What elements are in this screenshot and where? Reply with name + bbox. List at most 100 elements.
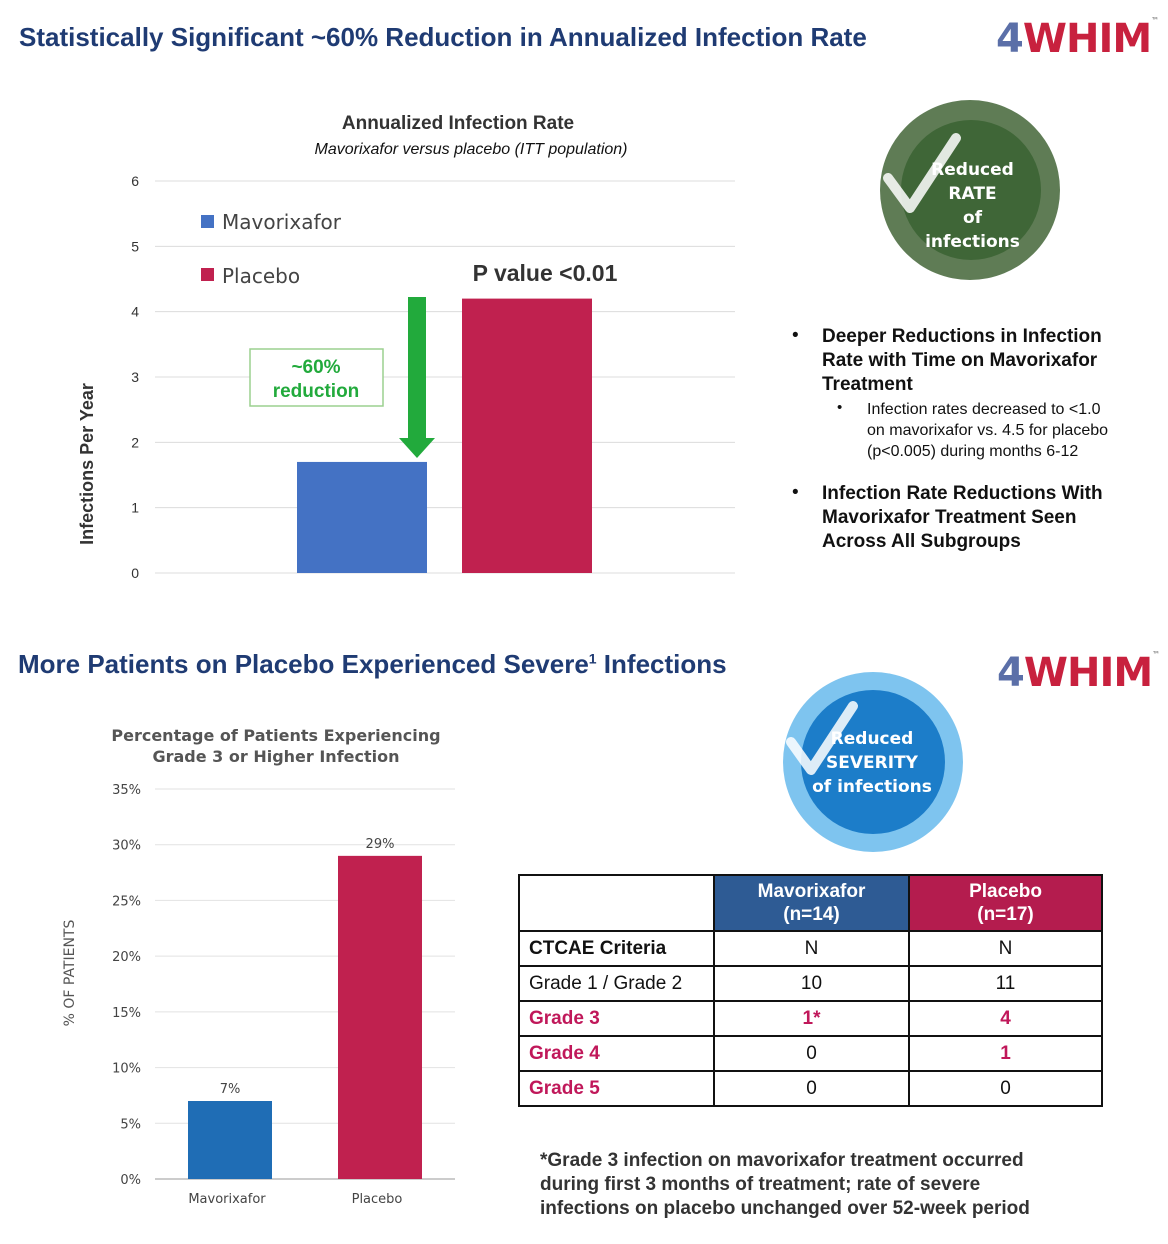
chart2-bar-mavorixafor [188, 1101, 272, 1179]
chart2-ytick-label: 20% [112, 950, 141, 965]
chart1-bars [297, 298, 592, 573]
pvalue-annotation: P value <0.01 [473, 260, 618, 286]
chart1-ytick-label: 4 [131, 304, 139, 320]
logo-tm: ™ [1151, 16, 1159, 25]
chart-annualized-infection-rate: 0 1 2 3 4 5 6 Annualized Infection Rate Mavori… [77, 113, 735, 581]
table-header-blank [518, 874, 715, 932]
chart1-y-ticks: 0 1 2 3 4 5 6 [131, 173, 139, 581]
badge-severity-line1: Reduced [830, 729, 914, 749]
logo-four: 4 [996, 16, 1024, 62]
table-row: Grade 1 / Grade 2 10 11 [518, 965, 1103, 1002]
table-row: CTCAE Criteria N N [518, 930, 1103, 967]
chart2-bars: 7% Mavorixafor 29% Placebo [188, 837, 422, 1207]
checkmark-icon [786, 701, 858, 775]
bullet2-line1: Infection Rate Reductions With [822, 483, 1103, 504]
cell-mav: 0 [713, 1070, 910, 1107]
badge-severity-line2: SEVERITY [826, 753, 918, 773]
bottom-title-end: Infections [596, 649, 727, 679]
footnote-line3: infections on placebo unchanged over 52-… [540, 1198, 1030, 1219]
chart2-data-label: 7% [220, 1082, 241, 1097]
row-label: Grade 3 [518, 1000, 715, 1037]
cell-mav: 0 [713, 1035, 910, 1072]
table-header-mavorixafor: Mavorixafor (n=14) [713, 874, 910, 932]
table-row: Grade 5 0 0 [518, 1070, 1103, 1107]
footnote-line1: *Grade 3 infection on mavorixafor treatm… [540, 1150, 1024, 1171]
logo-word: WHIM [1023, 650, 1153, 696]
bottom-title: More Patients on Placebo Experienced Sev… [18, 649, 727, 680]
row-label: Grade 1 / Grade 2 [518, 965, 715, 1002]
legend-swatch-mavorixafor [201, 215, 214, 228]
chart2-title-line1: Percentage of Patients Experiencing [111, 726, 440, 745]
logo-tm: ™ [1152, 650, 1160, 659]
chart2-ytick-label: 30% [112, 839, 141, 854]
chart2-ylabel: % OF PATIENTS [62, 920, 78, 1027]
badge-reduced-rate [880, 100, 1060, 280]
cell-mav: 1* [713, 1000, 910, 1037]
bullet-item-2: • Infection Rate Reductions With Mavorix… [792, 482, 1152, 554]
badge-severity-text: Reduced SEVERITY of infections [808, 727, 936, 799]
chart1-ytick-label: 0 [131, 565, 139, 581]
chart2-ytick-label: 0% [120, 1173, 141, 1188]
whim-logo-top: 4WHIM™ [996, 16, 1159, 62]
cell-pla: 1 [908, 1035, 1103, 1072]
chart2-ytick-label: 35% [112, 783, 141, 798]
badge-rate-line2: RATE [948, 184, 997, 204]
chart2-ytick-label: 15% [112, 1006, 141, 1021]
logo-four: 4 [997, 650, 1025, 696]
header-mav-line2: (n=14) [783, 904, 840, 925]
chart1-ytick-label: 6 [131, 173, 139, 189]
badge-rate-line3: of infections [925, 208, 1020, 252]
table-row: Grade 3 1* 4 [518, 1000, 1103, 1037]
sub-line3: (p<0.005) during months 6-12 [867, 443, 1079, 460]
sub-bullet: • Infection rates decreased to <1.0 on m… [822, 399, 1152, 462]
badge-severity-line3: of infections [812, 777, 932, 797]
cell-pla: 4 [908, 1000, 1103, 1037]
chart1-ytick-label: 2 [131, 434, 139, 450]
chart1-ytick-label: 5 [131, 238, 139, 254]
chart1-ytick-label: 1 [131, 500, 139, 516]
reduction-box [249, 348, 384, 407]
chart2-ytick-label: 25% [112, 894, 141, 909]
chart2-category-label: Placebo [352, 1192, 403, 1207]
row-label: CTCAE Criteria [518, 930, 715, 967]
header-pla-line2: (n=17) [977, 904, 1034, 925]
chart1-title: Annualized Infection Rate [342, 113, 574, 134]
table-header-placebo: Placebo (n=17) [908, 874, 1103, 932]
header-pla-line1: Placebo [969, 881, 1042, 902]
checkmark-icon [883, 133, 961, 213]
bottom-title-sup: 1 [588, 650, 597, 667]
whim-logo-bottom: 4WHIM™ [997, 650, 1160, 696]
chart2-ytick-label: 5% [120, 1117, 141, 1132]
table-header-row: Mavorixafor (n=14) Placebo (n=17) [518, 874, 1103, 932]
bullet1-line3: Treatment [822, 374, 913, 395]
chart2-bar-placebo [338, 855, 422, 1179]
chart1-ylabel: Infections Per Year [77, 383, 97, 545]
cell-mav: 10 [713, 965, 910, 1002]
badge-reduced-severity [783, 672, 963, 852]
table-row: Grade 4 0 1 [518, 1035, 1103, 1072]
bullet-dot: • [792, 482, 799, 503]
chart1-ytick-label: 3 [131, 369, 139, 385]
chart1-gridlines [155, 180, 735, 574]
top-title: Statistically Significant ~60% Reduction… [19, 22, 867, 52]
footnote-line2: during first 3 months of treatment; rate… [540, 1174, 981, 1195]
chart-grade3-infection: Percentage of Patients Experiencing Grad… [62, 726, 455, 1207]
chart1-bar-placebo [462, 298, 592, 573]
bullet2-line2: Mavorixafor Treatment Seen [822, 507, 1077, 528]
legend-label-mavorixafor: Mavorixafor [222, 210, 342, 234]
row-label: Grade 5 [518, 1070, 715, 1107]
chart2-data-label: 29% [366, 837, 395, 852]
cell-pla: 11 [908, 965, 1103, 1002]
chart2-category-label: Mavorixafor [188, 1192, 266, 1207]
cell-pla: N [908, 930, 1103, 967]
legend-swatch-placebo [201, 268, 214, 281]
chart2-y-ticks: 0% 5% 10% 15% 20% 25% 30% 35% [112, 783, 141, 1188]
badge-rate-text: Reduced RATE of infections [915, 158, 1030, 254]
reduction-label-word: reduction [273, 381, 360, 402]
chart1-subtitle: Mavorixafor versus placebo (ITT populati… [314, 141, 627, 158]
bullet1-line1: Deeper Reductions in Infection [822, 326, 1102, 347]
sub-bullet-dot: • [837, 399, 843, 416]
chart2-title-line2: Grade 3 or Higher Infection [152, 747, 399, 766]
bullet-list: • Deeper Reductions in Infection Rate wi… [792, 325, 1152, 554]
reduction-arrow [399, 297, 435, 458]
